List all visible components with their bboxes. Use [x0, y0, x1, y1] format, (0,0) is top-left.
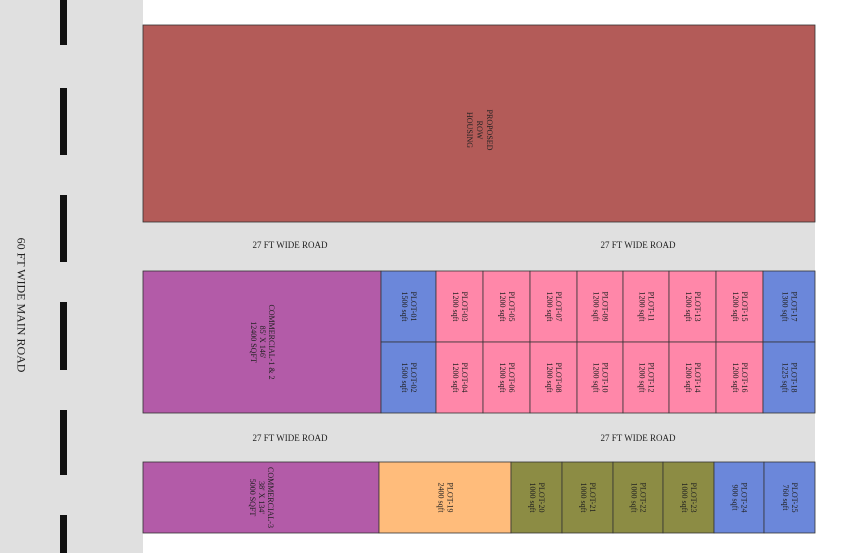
plot-label: PLOT-20	[537, 483, 546, 513]
plot-label: 1500 sqft	[400, 292, 409, 323]
plot	[762, 341, 816, 414]
commercial-plot	[142, 461, 380, 534]
plot-label: 1200 sqft	[592, 363, 601, 394]
plot-label: 12400 SQFT	[249, 321, 258, 363]
plot	[561, 461, 614, 534]
plot-label: 1200 sqft	[498, 292, 507, 323]
plot	[763, 461, 816, 534]
plot	[668, 270, 717, 343]
plot-label: PLOT-22	[639, 483, 648, 513]
plot-label: 1000 sqft	[680, 483, 689, 514]
plot-label: 1200 sqft	[684, 363, 693, 394]
plot-label: 1200 sqft	[638, 363, 647, 394]
plot	[612, 461, 664, 534]
plot-label: 1200 sqft	[684, 292, 693, 323]
plot	[380, 341, 437, 414]
plot-label: 1200 sqft	[451, 363, 460, 394]
plot-label: COMMERCIAL-1 & 2	[267, 304, 276, 379]
plot	[529, 341, 578, 414]
plot	[435, 270, 484, 343]
plot-label: 1225 sqft	[781, 363, 790, 394]
plot-label: 900 sqft	[731, 485, 740, 512]
plot-label: PLOT-04	[460, 363, 469, 393]
plot	[482, 341, 531, 414]
plot	[715, 341, 764, 414]
plot-label: PLOT-08	[554, 363, 563, 393]
plot-label: PLOT-03	[460, 292, 469, 322]
internal-road	[143, 222, 815, 271]
plot-label: PLOT-21	[588, 483, 597, 513]
road-label: 27 FT WIDE ROAD	[253, 240, 328, 250]
plot-label: 1200 sqft	[545, 292, 554, 323]
plot-label: PLOT-25	[790, 483, 799, 513]
plot	[622, 341, 670, 414]
road-label: 27 FT WIDE ROAD	[601, 240, 676, 250]
main-road-label: 60 FT WIDE MAIN ROAD	[14, 238, 28, 373]
plot-label: PLOT-01	[409, 292, 418, 322]
plot-label: PLOT-14	[693, 363, 702, 393]
plot	[668, 341, 717, 414]
plot-label: 1500 sqft	[400, 363, 409, 394]
plot-label: 1000 sqft	[528, 483, 537, 514]
plot-label: PLOT-17	[790, 292, 799, 322]
plot-label: PLOT-18	[790, 363, 799, 393]
plot-label: 1200 sqft	[498, 363, 507, 394]
plot-label: PLOT-12	[647, 363, 656, 393]
plot-label: 1200 sqft	[545, 363, 554, 394]
plot-label: PLOT-23	[689, 483, 698, 513]
plot-label: 2400 sqft	[437, 483, 446, 514]
plot-label: 1000 sqft	[579, 483, 588, 514]
plot	[378, 461, 512, 534]
plot-label: 1200 sqft	[592, 292, 601, 323]
plot-label: 1000 sqft	[630, 483, 639, 514]
plot-label: 1200 sqft	[731, 292, 740, 323]
plot-label: ROW	[475, 121, 484, 140]
plot-label: PLOT-05	[507, 292, 516, 322]
plot	[762, 270, 816, 343]
plot	[715, 270, 764, 343]
road-label: 27 FT WIDE ROAD	[601, 433, 676, 443]
plot-label: COMMERCIAL-3	[266, 467, 275, 528]
plot-label: PLOT-15	[740, 292, 749, 322]
plot	[435, 341, 484, 414]
plot-label: 1200 sqft	[451, 292, 460, 323]
plot-label: 1200 sqft	[638, 292, 647, 323]
plot-label: 38' X 134'	[257, 481, 266, 514]
plot-label: PLOT-06	[507, 363, 516, 393]
plot-label: PLOT-13	[693, 292, 702, 322]
internal-road	[143, 413, 815, 462]
plot-label: 1300 sqft	[781, 292, 790, 323]
plot	[380, 270, 437, 343]
plot	[510, 461, 563, 534]
row-housing	[142, 24, 816, 223]
plot-label: 85' X 146'	[258, 326, 267, 359]
plot-label: PLOT-19	[446, 483, 455, 513]
road-label: 27 FT WIDE ROAD	[253, 433, 328, 443]
plot-label: HOUSING	[465, 112, 474, 148]
plot-label: PLOT-16	[740, 363, 749, 393]
plot-label: PLOT-09	[601, 292, 610, 322]
plot	[662, 461, 715, 534]
plot-label: 5000 SQFT	[248, 479, 257, 517]
plot	[576, 341, 624, 414]
commercial-plot	[142, 270, 382, 414]
road-dashes	[60, 0, 67, 553]
plot-label: PLOT-07	[554, 292, 563, 322]
plot-label: PLOT-10	[601, 363, 610, 393]
plot-label: PLOT-02	[409, 363, 418, 393]
main-road	[0, 0, 143, 553]
plot-label: 760 sqft	[781, 485, 790, 512]
plot-label: PLOT-24	[740, 483, 749, 513]
plot-label: PROPOSED	[485, 110, 494, 151]
plot-label: PLOT-11	[647, 292, 656, 322]
plot	[713, 461, 765, 534]
plot-label: 1200 sqft	[731, 363, 740, 394]
